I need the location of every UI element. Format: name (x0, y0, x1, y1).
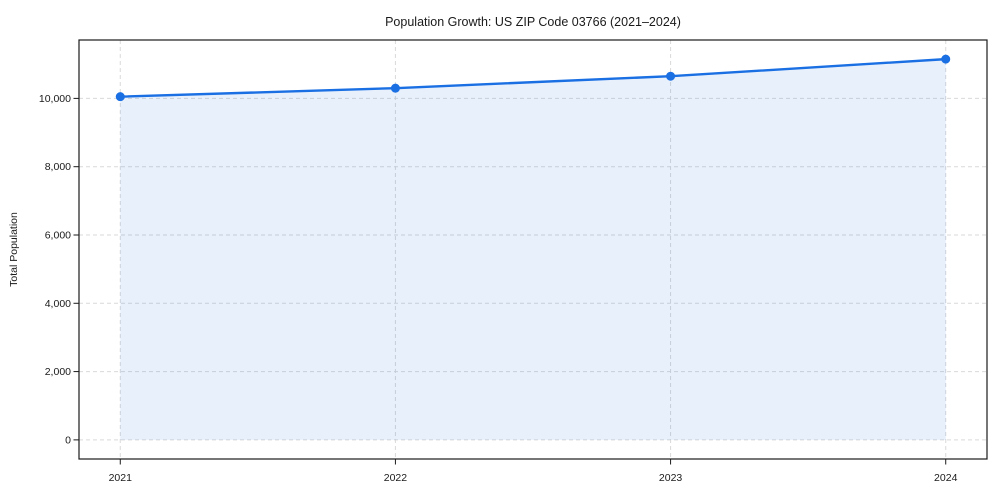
y-tick-label: 2,000 (45, 366, 71, 378)
y-tick-label: 8,000 (45, 161, 71, 173)
x-tick-label: 2024 (934, 472, 958, 484)
data-points (115, 54, 951, 102)
axes-frame (78, 39, 988, 460)
y-tick-label: 6,000 (45, 229, 71, 241)
data-point-2023 (666, 71, 676, 81)
series-line (119, 57, 947, 98)
axis-ticks (73, 97, 947, 465)
data-point-2022 (390, 83, 400, 93)
y-tick-label: 10,000 (39, 93, 71, 105)
x-tick-label: 2022 (384, 472, 408, 484)
y-axis-label: Total Population (8, 212, 20, 287)
tick-labels: 0 2,000 4,000 6,000 8,000 10,000 2021 2022 2023 2… (39, 93, 958, 484)
x-tick-label: 2023 (659, 472, 683, 484)
x-tick-label: 2021 (109, 472, 133, 484)
y-tick-label: 4,000 (45, 298, 71, 310)
y-tick-label: 0 (65, 434, 71, 446)
data-point-2024 (941, 54, 951, 64)
data-line (119, 57, 947, 98)
plot-frame (78, 39, 988, 460)
gridlines (79, 40, 987, 459)
series-area (120, 59, 946, 440)
area-fill (120, 59, 946, 440)
data-point-2021 (115, 92, 125, 102)
chart-title: Population Growth: US ZIP Code 03766 (20… (385, 15, 681, 29)
